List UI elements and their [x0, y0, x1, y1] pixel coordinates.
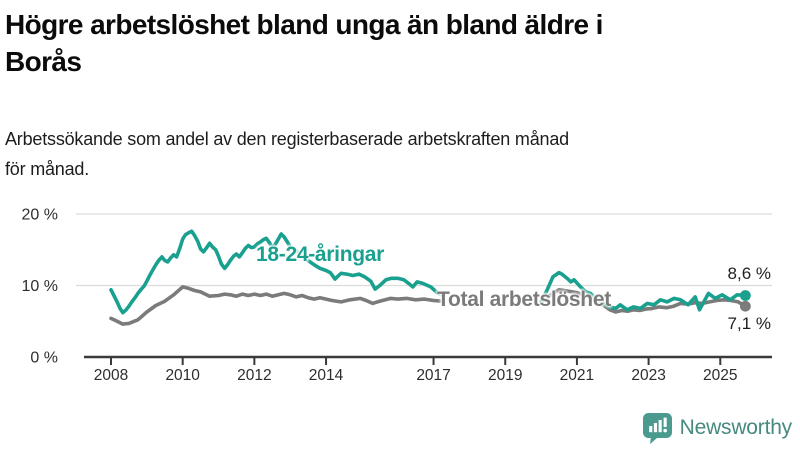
series-label-total: Total arbetslöshet: [437, 288, 611, 311]
page-subtitle: Arbetssökande som andel av den registerb…: [5, 124, 797, 184]
x-axis-tick-label: 2008: [94, 367, 128, 384]
subtitle-line-2: för månad.: [5, 159, 90, 179]
x-axis-tick-label: 2010: [165, 367, 200, 384]
title-line-1: Högre arbetslöshet bland unga än bland ä…: [5, 9, 603, 40]
title-line-2: Borås: [5, 46, 82, 77]
x-axis-tick-label: 2021: [560, 367, 594, 384]
series-line-young: [109, 229, 445, 315]
x-axis-tick-label: 2025: [703, 367, 737, 384]
end-value-label-18-24: 8,6 %: [727, 264, 771, 283]
newsworthy-logo[interactable]: Newsworthy: [642, 411, 792, 445]
series-end-dot: [739, 300, 751, 312]
series-line-total: [109, 285, 445, 326]
x-axis-tick-label: 2019: [488, 367, 522, 384]
chart-canvas: 0 % 10 % 20 % 2008 2010 2012 2014 2017 2019 2021 2…: [22, 207, 772, 384]
y-axis-tick-label: 10 %: [22, 278, 58, 295]
x-axis-tick-label: 2023: [631, 367, 665, 384]
series-line-total: [539, 288, 748, 314]
series-label-18-24: 18-24-åringar: [256, 243, 384, 266]
series-end-dot: [739, 290, 751, 301]
series-line-young: [539, 270, 748, 312]
x-axis-tick-label: 2014: [309, 367, 344, 384]
newsworthy-bubble-chart-icon: [642, 413, 672, 444]
y-axis-tick-label: 0 %: [30, 350, 58, 367]
unemployment-line-chart: 0 % 10 % 20 % 2008 2010 2012 2014 2017 2019 2021 2…: [0, 195, 800, 400]
page-title: Högre arbetslöshet bland unga än bland ä…: [5, 6, 793, 80]
subtitle-line-1: Arbetssökande som andel av den registerb…: [5, 129, 569, 149]
newsworthy-wordmark: Newsworthy: [679, 416, 793, 439]
end-value-label-total: 7,1 %: [727, 314, 771, 333]
y-axis-tick-label: 20 %: [22, 207, 58, 224]
x-axis-tick-label: 2012: [237, 367, 271, 384]
x-axis-tick-label: 2017: [416, 367, 450, 384]
